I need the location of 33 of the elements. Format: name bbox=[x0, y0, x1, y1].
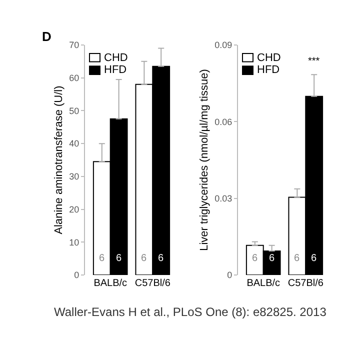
y-tick-label: 0 bbox=[227, 270, 232, 280]
annotation: 6 bbox=[252, 253, 258, 264]
annotation: 6 bbox=[141, 253, 147, 264]
y-tick-label: 10 bbox=[69, 237, 80, 248]
legend-label: CHD bbox=[257, 52, 281, 64]
y-tick-label: 60 bbox=[69, 73, 80, 84]
legend-label: HFD bbox=[257, 64, 280, 76]
y-tick-label: 0.09 bbox=[214, 40, 232, 50]
y-tick-label: 0 bbox=[74, 270, 80, 280]
annotation: 6 bbox=[158, 253, 164, 264]
y-axis-title: Alanine aminotransferase (U/l) bbox=[52, 86, 65, 234]
annotation: 6 bbox=[269, 253, 275, 264]
y-tick-label: 0.03 bbox=[214, 193, 232, 204]
y-tick-label: 70 bbox=[69, 40, 80, 50]
chart-title: D bbox=[42, 29, 52, 44]
y-tick-label: 20 bbox=[69, 204, 80, 214]
annotation: 6 bbox=[99, 253, 105, 264]
text: Waller-Evans H et al., PLoS One (8): e82825. 2013 bbox=[54, 305, 327, 319]
annotation: 6 bbox=[294, 253, 300, 264]
x-tick-label: BALB/c bbox=[246, 278, 280, 289]
annotation: 6 bbox=[116, 253, 122, 264]
annotation: *** bbox=[308, 56, 320, 67]
x-tick-label: C57Bl/6 bbox=[288, 278, 324, 289]
x-tick-label: C57Bl/6 bbox=[134, 278, 171, 289]
y-tick-label: 50 bbox=[69, 106, 80, 116]
y-tick-label: 40 bbox=[69, 138, 80, 149]
y-tick-label: 30 bbox=[69, 172, 80, 182]
legend-label: HFD bbox=[104, 64, 127, 76]
x-tick-label: BALB/c bbox=[94, 278, 128, 289]
y-axis-title: Liver triglycerides (nmol/µl/mg tissue) bbox=[198, 69, 210, 251]
annotation: 6 bbox=[311, 253, 317, 264]
legend-label: CHD bbox=[104, 52, 128, 64]
y-tick-label: 0.06 bbox=[214, 116, 232, 127]
